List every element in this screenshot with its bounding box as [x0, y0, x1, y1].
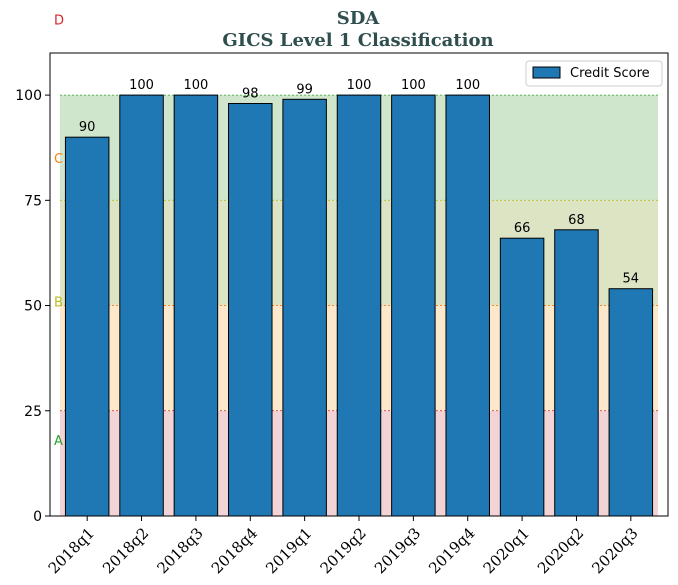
data-label-2020q2: 68: [568, 213, 585, 228]
data-label-2018q4: 98: [242, 87, 259, 102]
x-axis: 2018q1 2018q2 2018q3 2018q4 2019q1 2019q2 2019…: [45, 516, 642, 577]
band-letter-A: A: [54, 434, 63, 449]
bar-2020q3: [608, 288, 654, 517]
data-label-2020q1: 66: [514, 221, 531, 236]
x-tick-label-2018q2: 2018q2: [99, 524, 152, 577]
x-tick-label-2019q1: 2019q1: [262, 524, 315, 577]
data-label-2018q1: 90: [79, 120, 96, 135]
x-tick-label-2018q1: 2018q1: [45, 524, 98, 577]
legend: Credit Score: [525, 60, 663, 87]
x-tick-label-2018q3: 2018q3: [153, 524, 206, 577]
chart-title: SDA: [337, 8, 381, 29]
y-tick-label-0: 0: [33, 509, 42, 525]
y-tick-label-50: 50: [24, 299, 42, 315]
x-tick-label-2020q2: 2020q2: [534, 524, 587, 577]
y-tick-label-25: 25: [24, 404, 42, 420]
band-letters: A B C D: [54, 13, 64, 449]
bar-2019q2: [336, 94, 382, 517]
bar-2019q1: [282, 98, 327, 517]
bar-2018q1: [64, 136, 110, 517]
legend-label: Credit Score: [570, 66, 650, 81]
y-tick-label-75: 75: [24, 193, 42, 209]
bar-2019q3: [391, 94, 436, 517]
data-label-2019q4: 100: [455, 78, 480, 93]
y-axis: 0 25 50 75 100: [15, 88, 50, 525]
band-letter-B: B: [54, 295, 63, 310]
y-tick-label-100: 100: [15, 88, 42, 104]
x-tick-label-2020q1: 2020q1: [480, 524, 533, 577]
x-tick-label-2019q3: 2019q3: [371, 524, 424, 577]
data-label-2020q3: 54: [623, 272, 640, 287]
band-letter-D: D: [54, 13, 64, 28]
bar-2020q2: [554, 229, 599, 517]
data-label-2018q3: 100: [183, 78, 208, 93]
bar-2018q3: [173, 94, 219, 517]
x-tick-label-2018q4: 2018q4: [208, 524, 261, 577]
data-label-2018q2: 100: [129, 78, 154, 93]
data-labels: 90 100 100 98 99 100 100 100 66 68 54: [79, 78, 639, 287]
data-label-2019q1: 99: [296, 82, 313, 97]
bars: [64, 94, 654, 517]
bar-2018q4: [228, 103, 273, 517]
band-letter-C: C: [54, 152, 63, 167]
x-tick-label-2019q4: 2019q4: [425, 524, 478, 577]
bar-2020q1: [499, 237, 545, 517]
chart-subtitle: GICS Level 1 Classification: [222, 30, 493, 51]
x-tick-label-2019q2: 2019q2: [317, 524, 370, 577]
data-label-2019q2: 100: [347, 78, 372, 93]
bar-2019q4: [445, 94, 490, 517]
legend-swatch: [532, 66, 561, 79]
x-tick-label-2020q3: 2020q3: [588, 524, 641, 577]
data-label-2019q3: 100: [401, 78, 426, 93]
bar-2018q2: [119, 94, 164, 517]
